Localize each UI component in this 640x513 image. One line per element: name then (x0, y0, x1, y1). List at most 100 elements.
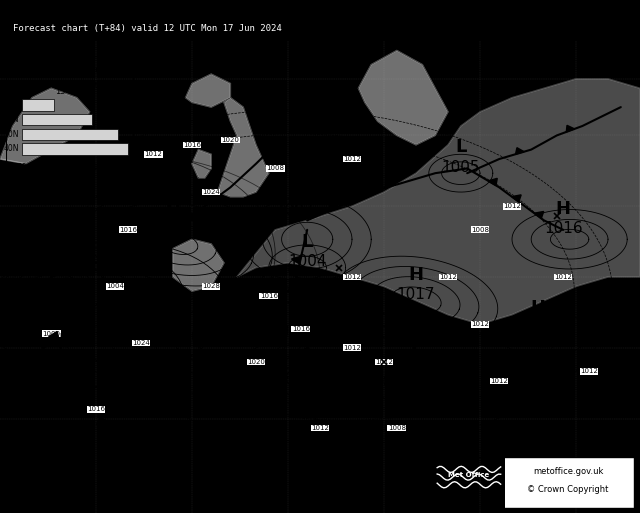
Text: 60N: 60N (4, 115, 19, 124)
Text: 1016: 1016 (183, 142, 201, 148)
Text: 1020: 1020 (221, 137, 239, 143)
Text: in kt for 4.0 hPa intervals: in kt for 4.0 hPa intervals (17, 81, 124, 90)
Text: 1012: 1012 (554, 274, 572, 280)
Polygon shape (77, 389, 88, 397)
Text: 1012: 1012 (343, 156, 361, 162)
Polygon shape (242, 166, 256, 175)
Text: 1007: 1007 (275, 203, 314, 218)
Polygon shape (292, 256, 301, 264)
Text: © Crown Copyright: © Crown Copyright (527, 485, 609, 495)
Polygon shape (97, 417, 108, 425)
Polygon shape (215, 189, 228, 199)
Text: 1017: 1017 (397, 287, 435, 303)
Text: 1004: 1004 (288, 254, 326, 269)
Bar (505, 457, 634, 508)
Text: 1016: 1016 (544, 222, 582, 236)
Text: L: L (410, 341, 422, 359)
Polygon shape (186, 74, 230, 107)
Text: 40N: 40N (4, 145, 19, 153)
Text: 1016: 1016 (87, 406, 105, 412)
Text: 1005: 1005 (442, 160, 480, 175)
Polygon shape (485, 157, 497, 168)
Text: 1012: 1012 (503, 203, 521, 209)
Text: L: L (58, 332, 70, 350)
Text: 1012: 1012 (375, 359, 393, 365)
Text: 80: 80 (17, 163, 27, 171)
Polygon shape (120, 247, 131, 258)
Polygon shape (293, 317, 303, 325)
Text: Geostrophic wind scale: Geostrophic wind scale (6, 66, 134, 75)
Text: 1012: 1012 (343, 345, 361, 351)
Polygon shape (124, 441, 134, 449)
Polygon shape (330, 202, 341, 213)
Polygon shape (34, 288, 47, 295)
Text: 1005: 1005 (275, 372, 314, 387)
Polygon shape (154, 230, 166, 240)
Text: 1012: 1012 (490, 378, 508, 384)
Polygon shape (360, 189, 372, 200)
Text: 1020: 1020 (247, 359, 265, 365)
Polygon shape (392, 179, 403, 189)
Polygon shape (566, 125, 575, 132)
Text: 1000: 1000 (42, 331, 60, 337)
Text: 10: 10 (91, 163, 101, 171)
Polygon shape (588, 114, 600, 125)
Polygon shape (218, 97, 269, 197)
Text: 1012: 1012 (311, 425, 329, 431)
Polygon shape (237, 79, 640, 324)
Text: H: H (556, 200, 571, 218)
Text: H: H (408, 266, 424, 284)
Text: 1008: 1008 (471, 227, 489, 233)
Polygon shape (488, 179, 497, 185)
Text: 1012: 1012 (145, 151, 163, 157)
Text: Forecast chart (T+84) valid 12 UTC Mon 17 Jun 2024: Forecast chart (T+84) valid 12 UTC Mon 1… (13, 24, 282, 33)
Polygon shape (192, 150, 211, 178)
Polygon shape (516, 148, 524, 154)
Text: H: H (165, 204, 180, 222)
Text: 1004: 1004 (29, 255, 61, 268)
Polygon shape (173, 239, 224, 291)
Text: 1024: 1024 (132, 340, 150, 346)
Text: 1024: 1024 (202, 189, 220, 195)
Text: 15: 15 (55, 87, 65, 96)
Text: H: H (530, 299, 545, 317)
Text: 1024: 1024 (154, 226, 192, 241)
Polygon shape (300, 347, 310, 354)
Text: L: L (289, 350, 300, 369)
Bar (22, 114, 92, 125)
Text: 1010: 1010 (45, 353, 83, 368)
Text: 40: 40 (24, 87, 35, 96)
Text: L: L (40, 234, 49, 249)
Polygon shape (0, 88, 90, 164)
Text: L: L (39, 256, 51, 274)
Text: L: L (301, 232, 313, 251)
Polygon shape (305, 377, 314, 385)
Polygon shape (287, 286, 296, 294)
Text: 1008: 1008 (266, 166, 284, 171)
Bar (22, 129, 118, 140)
Text: 1012: 1012 (343, 274, 361, 280)
Polygon shape (186, 211, 199, 220)
Text: 1016: 1016 (119, 227, 137, 233)
Text: 1012: 1012 (439, 274, 457, 280)
Text: L: L (455, 138, 467, 156)
Bar (22, 143, 128, 154)
Text: 1012: 1012 (580, 368, 598, 374)
Text: 1008: 1008 (388, 425, 406, 431)
Text: 25: 25 (59, 163, 69, 171)
Text: 1012: 1012 (471, 321, 489, 327)
Text: 1016: 1016 (292, 326, 310, 332)
Polygon shape (42, 342, 49, 348)
Polygon shape (425, 169, 436, 180)
Polygon shape (33, 307, 40, 313)
Bar (22, 100, 54, 111)
Polygon shape (538, 137, 550, 148)
Text: 70N: 70N (4, 101, 19, 109)
Text: 1009: 1009 (397, 363, 435, 378)
Polygon shape (512, 195, 521, 202)
Text: L: L (289, 181, 300, 199)
Text: Met Office: Met Office (448, 471, 490, 478)
Polygon shape (49, 331, 59, 340)
Polygon shape (82, 259, 92, 270)
Text: 1026: 1026 (205, 321, 243, 336)
